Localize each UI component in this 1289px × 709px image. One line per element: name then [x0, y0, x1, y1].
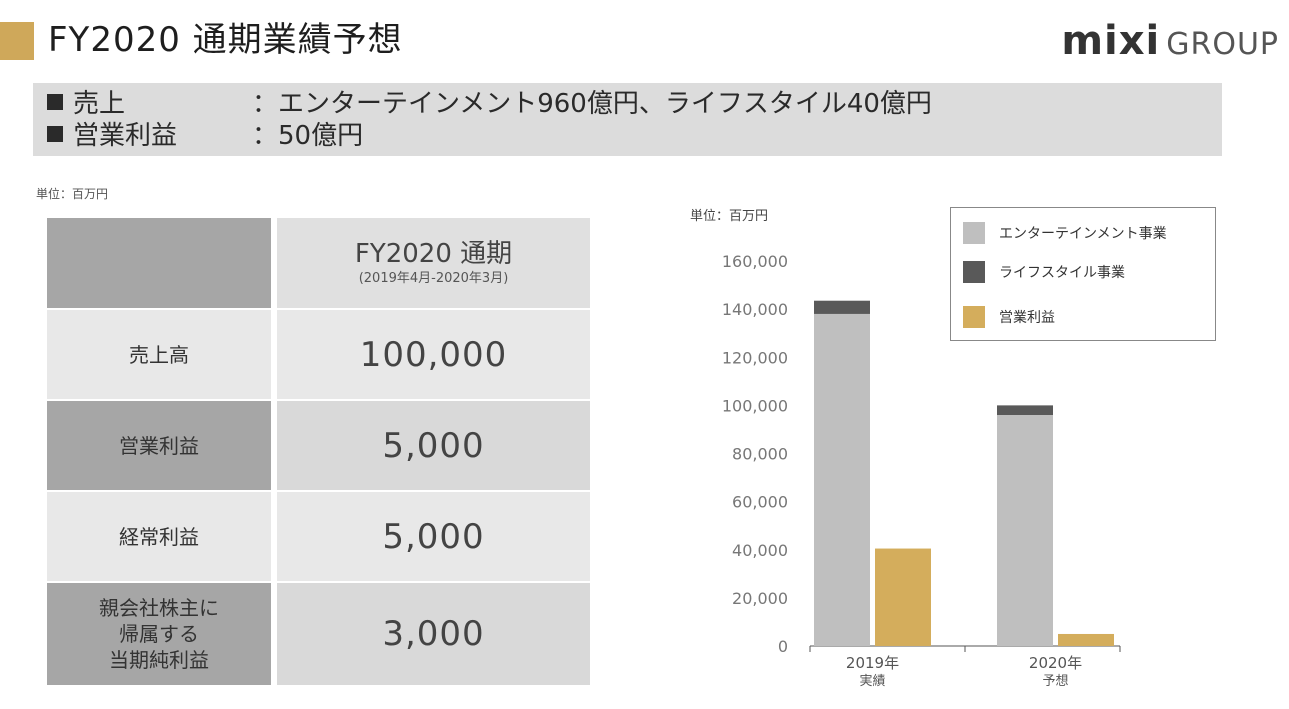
legend-label: エンターテインメント事業 [999, 226, 1167, 242]
table-header-blank [47, 218, 271, 308]
table-header-period: FY2020 通期 (2019年4月-2020年3月) [277, 218, 590, 308]
table-row-label-sales: 売上高 [47, 310, 271, 399]
table-row-value-operating-profit: 5,000 [277, 401, 590, 490]
legend-item-operating-profit: 営業利益 [963, 306, 1055, 328]
chart-unit-label: 単位：百万円 [690, 208, 768, 224]
summary-value: ：50億円 [252, 121, 364, 151]
x-category-label: 2019年 [846, 654, 899, 672]
table-row-label-operating-profit: 営業利益 [47, 401, 271, 490]
x-category-label: 実績 [859, 673, 885, 689]
stacked-bar-chart: 単位：百万円 0 20,000 40,000 60,000 80,000 100,000 12… [690, 208, 1121, 689]
bar-operating-profit [1058, 633, 1114, 646]
legend-item-lifestyle: ライフスタイル事業 [963, 261, 1125, 283]
title-accent-bar [0, 22, 34, 60]
table-header-subtitle: (2019年4月-2020年3月) [358, 271, 509, 286]
table-unit-label: 単位：百万円 [36, 187, 109, 201]
table-row-value-net-income: 3,000 [277, 583, 590, 685]
legend-label: ライフスタイル事業 [999, 265, 1125, 281]
row-value: 5,000 [382, 425, 485, 466]
table-row-label-net-income: 親会社株主に 帰属する 当期純利益 [47, 583, 271, 685]
row-label: 経常利益 [119, 524, 199, 549]
summary-value: ：エンターテインメント960億円、ライフスタイル40億円 [252, 89, 932, 119]
legend-item-entertainment: エンターテインメント事業 [963, 222, 1167, 244]
legend-swatch [963, 261, 985, 283]
summary-label: 売上 [73, 89, 126, 119]
logo-group-text: GROUP [1166, 27, 1279, 62]
mixi-group-logo: mixi GROUP [1061, 18, 1279, 64]
row-label-line: 当期純利益 [109, 648, 209, 672]
y-tick-label: 140,000 [722, 300, 788, 319]
table-header-title: FY2020 通期 [354, 239, 513, 269]
row-label-line: 親会社株主に [99, 596, 219, 620]
bullet-square-icon [47, 126, 63, 142]
logo-mixi-text: mixi [1061, 18, 1161, 64]
table-row-label-ordinary-profit: 経常利益 [47, 492, 271, 581]
legend-label: 営業利益 [999, 310, 1055, 326]
row-value: 3,000 [382, 614, 485, 654]
summary-row-sales: 売上 ：エンターテインメント960億円、ライフスタイル40億円 [47, 87, 932, 121]
table-row-value-sales: 100,000 [277, 310, 590, 399]
bar-segment [997, 405, 1053, 415]
x-category-label: 2020年 [1029, 654, 1082, 672]
table-row-value-ordinary-profit: 5,000 [277, 492, 590, 581]
y-tick-label: 60,000 [732, 493, 788, 512]
row-label-line: 帰属する [119, 622, 199, 646]
row-label: 売上高 [129, 342, 189, 367]
bar-segment [814, 313, 870, 646]
bullet-square-icon [47, 94, 63, 110]
page-title: FY2020 通期業績予想 [48, 20, 403, 60]
x-category-label: 予想 [1042, 673, 1068, 689]
y-tick-label: 120,000 [722, 348, 788, 367]
y-tick-label: 20,000 [732, 589, 788, 608]
y-tick-label: 40,000 [732, 541, 788, 560]
row-label: 営業利益 [119, 433, 199, 458]
bar-segment [997, 415, 1053, 646]
bar-operating-profit [875, 548, 931, 646]
row-value: 100,000 [359, 334, 508, 375]
summary-label: 営業利益 [73, 121, 178, 151]
row-value: 5,000 [382, 516, 485, 557]
y-tick-label: 80,000 [732, 445, 788, 464]
legend-swatch [963, 222, 985, 244]
legend-swatch [963, 306, 985, 328]
y-tick-label: 0 [778, 637, 788, 656]
bar-segment [814, 300, 870, 314]
summary-row-operating-profit: 営業利益 ：50億円 [47, 119, 363, 153]
summary-box: 売上 ：エンターテインメント960億円、ライフスタイル40億円 営業利益 ：50… [33, 83, 1222, 156]
chart-legend: エンターテインメント事業 ライフスタイル事業 営業利益 [950, 207, 1216, 341]
y-tick-label: 160,000 [722, 252, 788, 271]
y-tick-label: 100,000 [722, 396, 788, 415]
